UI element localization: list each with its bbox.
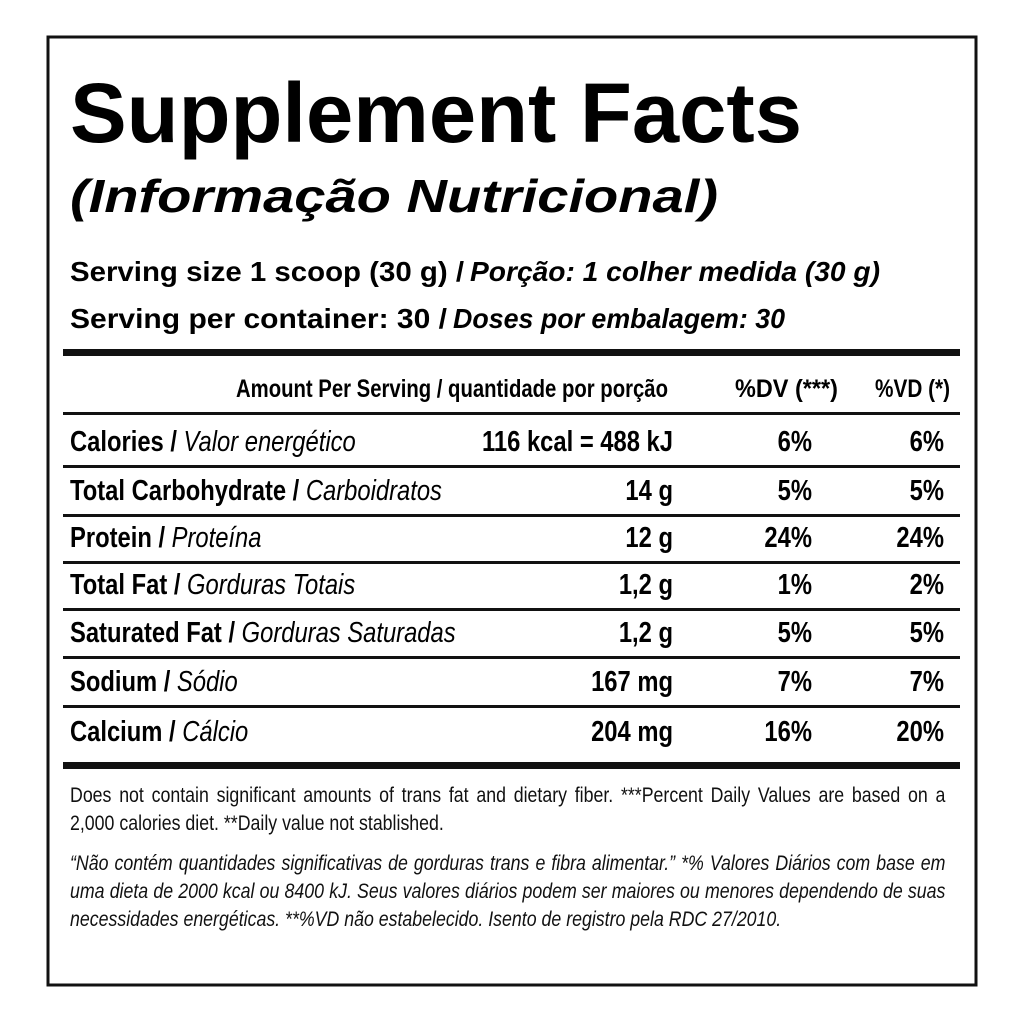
- nutrient-en: Protein /: [70, 521, 166, 554]
- nutrient-en: Saturated Fat /: [70, 616, 236, 649]
- serving-en: Serving per container: 30 /: [70, 303, 447, 334]
- nutrient-pt: Proteína: [172, 521, 262, 554]
- table-row: Saturated Fat / Gorduras Saturadas 1,2 g 5%…: [70, 616, 944, 649]
- serving-pt: Porção: 1 colher medida (30 g): [470, 256, 880, 287]
- amount: 1,2 g: [619, 568, 673, 601]
- dv: 16%: [764, 715, 812, 748]
- nutrient-pt: Cálcio: [182, 715, 248, 748]
- dv: 5%: [778, 616, 812, 649]
- nutrient-pt: Sódio: [177, 665, 238, 698]
- rows: Calories / Valor energético 116 kcal = 488…: [63, 425, 960, 748]
- vd: 24%: [896, 521, 944, 554]
- vd: 5%: [910, 474, 944, 507]
- vd: 20%: [896, 715, 944, 748]
- nutrient-pt: Valor energético: [184, 425, 356, 458]
- row-rule: [63, 705, 960, 708]
- amount: 12 g: [625, 521, 673, 554]
- label-border: [46, 35, 978, 987]
- thick-rule: [63, 762, 960, 769]
- row-rule: [63, 465, 960, 468]
- dv: 1%: [778, 568, 812, 601]
- nutrient-en: Total Carbohydrate /: [70, 474, 300, 507]
- nutrient-pt: Gorduras Totais: [187, 568, 355, 601]
- table-row: Total Fat / Gorduras Totais 1,2 g 1% 2%: [70, 568, 944, 601]
- subtitle: (Informação Nutricional): [70, 170, 718, 222]
- row-rule: [63, 656, 960, 659]
- table-row: Protein / Proteína 12 g 24% 24%: [70, 521, 944, 554]
- footnote-en: Does not contain significant amounts of …: [70, 784, 946, 835]
- serving-pt: Doses por embalagem: 30: [453, 303, 785, 334]
- nutrient-pt: Carboidratos: [306, 474, 442, 507]
- nutrient-en: Calcium /: [70, 715, 176, 748]
- row-rule: [63, 561, 960, 564]
- table-row: Calcium / Cálcio 204 mg 16% 20%: [70, 715, 944, 748]
- nutrient-en: Sodium /: [70, 665, 171, 698]
- footnote-pt: “Não contém quantidades significativas d…: [70, 852, 946, 931]
- amount: 204 mg: [591, 715, 673, 748]
- row-rule: [63, 514, 960, 517]
- table-row: Total Carbohydrate / Carboidratos 14 g 5% 5%: [70, 474, 944, 507]
- nutrient-en: Total Fat /: [70, 568, 181, 601]
- vd: 7%: [910, 665, 944, 698]
- nutrient-pt: Gorduras Saturadas: [242, 616, 456, 649]
- dv: 6%: [778, 425, 812, 458]
- vd: 5%: [910, 616, 944, 649]
- thick-rule: [63, 349, 960, 356]
- dv: 7%: [778, 665, 812, 698]
- amount: 14 g: [625, 474, 673, 507]
- header-vd: %VD (*): [875, 375, 950, 403]
- table-row: Calories / Valor energético 116 kcal = 488…: [70, 425, 944, 458]
- rule: [63, 412, 960, 415]
- table-row: Sodium / Sódio 167 mg 7% 7%: [70, 665, 944, 698]
- vd: 2%: [910, 568, 944, 601]
- title: Supplement Facts: [70, 66, 802, 160]
- dv: 5%: [778, 474, 812, 507]
- vd: 6%: [910, 425, 944, 458]
- amount: 167 mg: [591, 665, 673, 698]
- serving-en: Serving size 1 scoop (30 g) /: [70, 256, 464, 287]
- header-dv: %DV (***): [735, 375, 838, 403]
- nutrient-en: Calories /: [70, 425, 178, 458]
- amount: 1,2 g: [619, 616, 673, 649]
- header-amount: Amount Per Serving / quantidade por porç…: [236, 375, 668, 403]
- row-rule: [63, 608, 960, 611]
- amount: 116 kcal = 488 kJ: [482, 425, 673, 458]
- dv: 24%: [764, 521, 812, 554]
